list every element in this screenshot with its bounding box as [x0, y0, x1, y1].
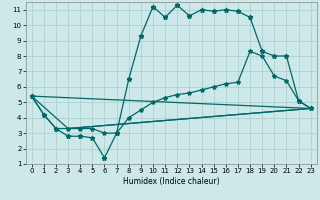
- X-axis label: Humidex (Indice chaleur): Humidex (Indice chaleur): [123, 177, 220, 186]
